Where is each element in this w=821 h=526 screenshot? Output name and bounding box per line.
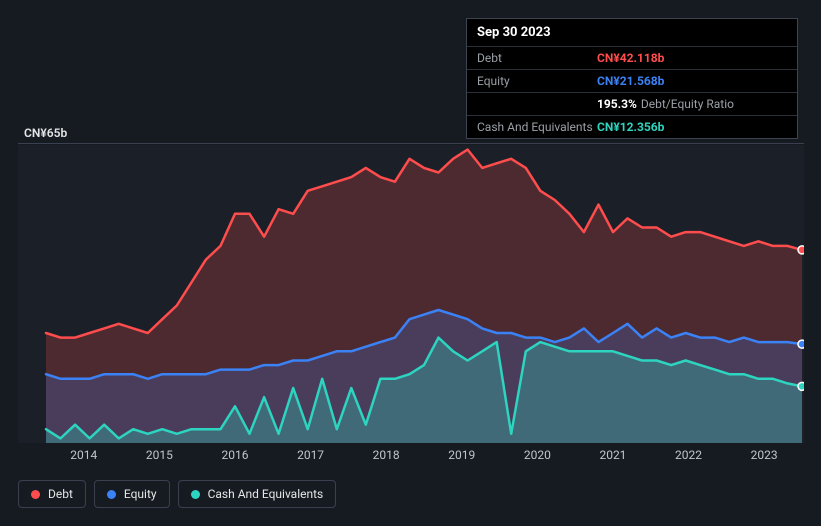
x-axis-year: 2020 <box>500 448 576 462</box>
tooltip-row-cash: Cash And Equivalents CN¥12.356b <box>467 115 797 138</box>
x-axis-year: 2016 <box>197 448 273 462</box>
legend-label: Equity <box>124 487 157 501</box>
tooltip-row-ratio: 195.3% Debt/Equity Ratio <box>467 92 797 115</box>
x-axis-labels: 2014201520162017201820192020202120222023 <box>46 448 802 462</box>
tooltip-label: Debt <box>477 51 597 65</box>
x-axis-year: 2021 <box>575 448 651 462</box>
y-axis-label-max: CN¥65b <box>24 126 67 140</box>
legend-item-equity[interactable]: Equity <box>94 480 170 508</box>
x-axis-year: 2019 <box>424 448 500 462</box>
data-tooltip: Sep 30 2023 Debt CN¥42.118b Equity CN¥21… <box>466 18 798 139</box>
x-axis-year: 2014 <box>46 448 122 462</box>
tooltip-row-debt: Debt CN¥42.118b <box>467 46 797 69</box>
legend-dot-icon <box>31 490 40 499</box>
tooltip-ratio-label: Debt/Equity Ratio <box>641 97 734 111</box>
legend-label: Debt <box>48 487 73 501</box>
tooltip-date: Sep 30 2023 <box>467 19 797 46</box>
gridline-top <box>18 143 804 144</box>
legend-item-debt[interactable]: Debt <box>18 480 86 508</box>
tooltip-label: Cash And Equivalents <box>477 120 597 134</box>
legend-label: Cash And Equivalents <box>208 487 324 501</box>
area-chart-svg <box>18 145 804 443</box>
chart-legend: Debt Equity Cash And Equivalents <box>18 480 336 508</box>
equity-end-marker <box>798 340 804 348</box>
x-axis-year: 2017 <box>273 448 349 462</box>
x-axis-year: 2018 <box>348 448 424 462</box>
chart-plot-area <box>18 145 804 443</box>
tooltip-label: Equity <box>477 74 597 88</box>
debt-end-marker <box>798 246 804 254</box>
tooltip-row-equity: Equity CN¥21.568b <box>467 69 797 92</box>
tooltip-value: CN¥21.568b <box>597 74 664 88</box>
tooltip-value: CN¥12.356b <box>597 120 664 134</box>
x-axis-year: 2022 <box>651 448 727 462</box>
cash-end-marker <box>798 382 804 390</box>
tooltip-value: CN¥42.118b <box>597 51 664 65</box>
tooltip-ratio-percent: 195.3% <box>597 97 637 111</box>
legend-dot-icon <box>191 490 200 499</box>
legend-item-cash[interactable]: Cash And Equivalents <box>178 480 337 508</box>
legend-dot-icon <box>107 490 116 499</box>
x-axis-year: 2023 <box>726 448 802 462</box>
x-axis-year: 2015 <box>122 448 198 462</box>
chart-container: Sep 30 2023 Debt CN¥42.118b Equity CN¥21… <box>0 0 821 526</box>
